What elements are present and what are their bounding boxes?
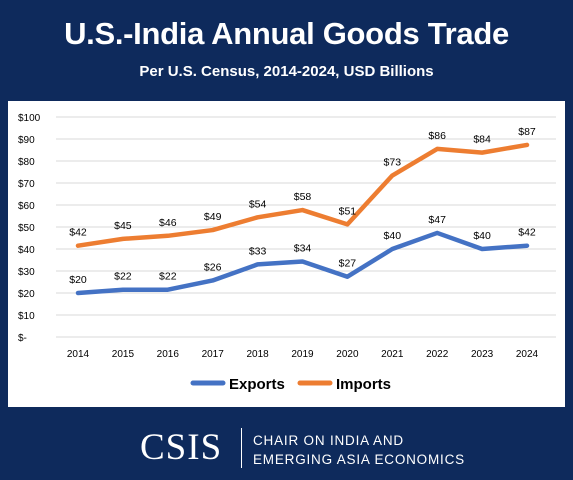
x-tick-label: 2017 [202, 349, 225, 360]
x-tick-label: 2020 [336, 349, 359, 360]
footer: CSIS CHAIR ON INDIA AND EMERGING ASIA EC… [0, 407, 573, 480]
program-name-line1: CHAIR ON INDIA AND [253, 433, 404, 448]
x-tick-label: 2016 [157, 349, 180, 360]
data-label: $87 [518, 126, 536, 138]
footer-divider [241, 428, 242, 468]
y-tick-label: $70 [18, 179, 35, 190]
line-chart: $- $10 $20 $30 $40 $50 $60 $70 $80 $90 $100 2014 201… [18, 113, 556, 393]
y-tick-label: $80 [18, 157, 35, 168]
data-label: $49 [204, 211, 222, 223]
x-tick-label: 2023 [471, 349, 494, 360]
data-label: $33 [249, 245, 267, 257]
data-label: $58 [294, 191, 312, 203]
program-name-line2: EMERGING ASIA ECONOMICS [253, 452, 465, 467]
program-name: CHAIR ON INDIA AND EMERGING ASIA ECONOMI… [253, 431, 465, 469]
data-label: $22 [159, 271, 177, 283]
chart-title: U.S.-India Annual Goods Trade [64, 16, 509, 51]
data-label: $40 [384, 230, 402, 242]
x-tick-label: 2014 [67, 349, 90, 360]
x-tick-label: 2021 [381, 349, 404, 360]
data-label: $73 [384, 157, 402, 169]
x-tick-label: 2024 [516, 349, 539, 360]
data-label: $42 [518, 227, 536, 239]
y-tick-label: $20 [18, 289, 35, 300]
series-line-imports [75, 142, 530, 248]
y-tick-label: $40 [18, 245, 35, 256]
y-tick-label: $60 [18, 201, 35, 212]
data-label: $46 [159, 217, 177, 229]
x-tick-label: 2015 [112, 349, 135, 360]
x-tick-label: 2018 [246, 349, 269, 360]
series-line-exports [75, 230, 530, 296]
y-tick-label: $50 [18, 223, 35, 234]
x-tick-label: 2022 [426, 349, 449, 360]
csis-logo: CSIS [140, 427, 223, 468]
chart-subtitle: Per U.S. Census, 2014-2024, USD Billions [139, 63, 434, 80]
data-label: $42 [69, 227, 87, 239]
y-tick-label: $30 [18, 267, 35, 278]
data-label: $84 [473, 134, 491, 146]
y-tick-label: $90 [18, 135, 35, 146]
data-label: $27 [339, 258, 357, 270]
chart-panel: $- $10 $20 $30 $40 $50 $60 $70 $80 $90 $100 2014 201… [8, 101, 565, 407]
data-label: $54 [249, 198, 267, 210]
data-label: $45 [114, 220, 132, 232]
data-label: $47 [428, 214, 446, 226]
data-label: $40 [473, 230, 491, 242]
data-label: $26 [204, 261, 222, 273]
legend-label-exports: Exports [229, 376, 285, 393]
data-label: $51 [339, 205, 357, 217]
y-tick-label: $- [18, 333, 27, 344]
y-tick-label: $100 [18, 113, 41, 124]
data-label: $86 [428, 130, 446, 142]
legend-label-imports: Imports [336, 376, 391, 393]
data-label: $34 [294, 243, 312, 255]
x-tick-label: 2019 [291, 349, 314, 360]
data-label: $20 [69, 274, 87, 286]
y-tick-label: $10 [18, 311, 35, 322]
data-label: $22 [114, 271, 132, 283]
